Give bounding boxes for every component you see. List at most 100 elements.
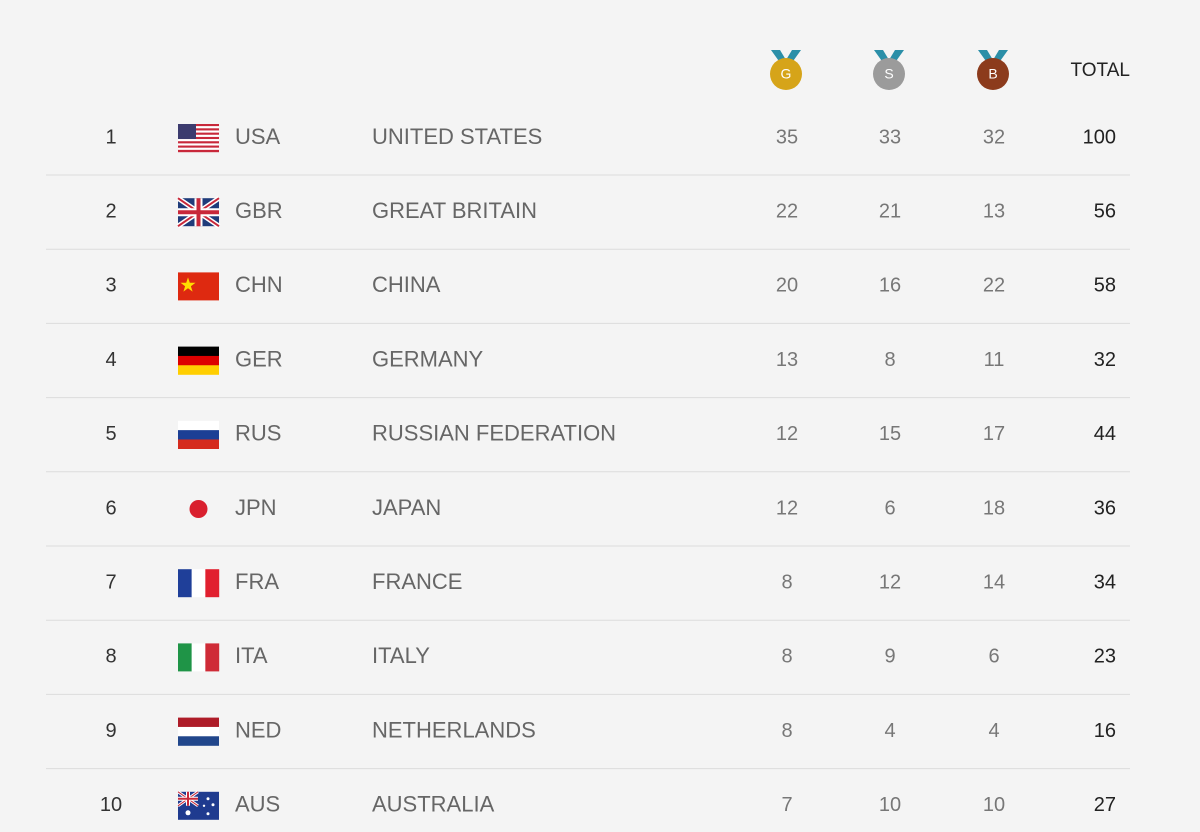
bg xyxy=(178,272,219,301)
country-name: AUSTRALIA xyxy=(372,792,495,817)
silver-count: 4 xyxy=(884,720,895,742)
silver-count: 8 xyxy=(884,349,895,371)
stripe xyxy=(178,346,219,357)
star xyxy=(180,277,196,292)
country-name: RUSSIAN FEDERATION xyxy=(372,421,616,446)
country-name: ITALY xyxy=(372,643,430,668)
country-code: CHN xyxy=(235,272,283,297)
silver-count: 15 xyxy=(879,423,901,445)
medal xyxy=(770,58,802,90)
flag xyxy=(177,790,219,820)
stripe xyxy=(178,439,219,449)
rank: 6 xyxy=(105,497,116,519)
table-row: 7 FRA FRANCE 8 12 14 34 xyxy=(46,569,1130,621)
total-count: 16 xyxy=(1094,720,1116,742)
stripe xyxy=(178,124,219,127)
stripe xyxy=(178,717,219,728)
country-code: GBR xyxy=(235,198,283,223)
gold-count: 20 xyxy=(776,275,798,297)
country-name: GREAT BRITAIN xyxy=(372,198,537,223)
total-count: 58 xyxy=(1094,275,1116,297)
country-code: FRA xyxy=(235,569,279,594)
stripe xyxy=(178,147,219,151)
table-row: 5 RUS RUSSIAN FEDERATION 12 15 17 44 xyxy=(46,420,1130,473)
sun xyxy=(189,500,208,518)
gold-count: 8 xyxy=(781,646,792,668)
stripe xyxy=(178,128,219,131)
country-name: CHINA xyxy=(372,272,441,297)
silver-count: 12 xyxy=(879,571,901,593)
medal-letter: G xyxy=(781,66,792,82)
table-row: 1 USA UNITED STATES 35 33 32 100 xyxy=(46,124,1130,176)
medal-icon: S xyxy=(873,50,905,90)
rank: 10 xyxy=(100,794,122,816)
silver-count: 16 xyxy=(879,275,901,297)
gold-count: 35 xyxy=(776,126,798,148)
total-count: 100 xyxy=(1083,126,1116,148)
stripe xyxy=(178,569,192,598)
total-count: 34 xyxy=(1094,571,1116,593)
bronze-count: 22 xyxy=(983,275,1005,297)
flag xyxy=(178,420,219,449)
stripe xyxy=(178,420,219,431)
country-code: JPN xyxy=(235,495,277,520)
total-count: 23 xyxy=(1094,646,1116,668)
country-name: FRANCE xyxy=(372,569,462,594)
country-code: AUS xyxy=(235,792,280,817)
silver-count: 10 xyxy=(879,794,901,816)
medal-letter: S xyxy=(884,66,893,82)
stripe xyxy=(178,430,219,440)
gold-count: 8 xyxy=(781,571,792,593)
country-name: JAPAN xyxy=(372,495,441,520)
medal xyxy=(977,58,1009,90)
flag xyxy=(178,569,220,598)
star xyxy=(206,812,210,816)
stripe xyxy=(178,130,219,133)
gold-count: 22 xyxy=(776,200,798,222)
total-count: 44 xyxy=(1094,423,1116,445)
table-row: 4 GER GERMANY 13 8 11 32 xyxy=(46,346,1130,399)
table-row: 9 NED NETHERLANDS 8 4 4 16 xyxy=(46,717,1130,770)
country-name: NETHERLANDS xyxy=(372,717,536,742)
table-row: 3 CHN CHINA 20 16 22 58 xyxy=(46,272,1130,324)
rank: 8 xyxy=(105,646,116,668)
stripe xyxy=(205,569,220,598)
bronze-count: 13 xyxy=(983,200,1005,222)
bronze-count: 17 xyxy=(983,423,1005,445)
bronze-count: 32 xyxy=(983,126,1005,148)
medal-icon: G xyxy=(770,50,802,90)
flag xyxy=(178,124,219,153)
gold-count: 8 xyxy=(781,720,792,742)
silver-count: 6 xyxy=(884,497,895,519)
bronze-count: 10 xyxy=(983,794,1005,816)
stripe xyxy=(178,149,219,153)
medal-icon: B xyxy=(977,50,1009,90)
star xyxy=(206,797,210,801)
canton xyxy=(178,124,196,139)
bronze-count: 6 xyxy=(988,646,999,668)
country-name: UNITED STATES xyxy=(372,124,542,149)
rank: 5 xyxy=(105,423,116,445)
gold-count: 12 xyxy=(776,497,798,519)
stripe xyxy=(178,134,219,138)
rank: 9 xyxy=(105,720,116,742)
silver-count: 33 xyxy=(879,126,901,148)
country-code: USA xyxy=(235,124,281,149)
stripe xyxy=(178,143,219,146)
gold-count: 13 xyxy=(776,349,798,371)
country-code: GER xyxy=(235,346,283,371)
stripe xyxy=(191,569,206,598)
gold-count: 7 xyxy=(781,794,792,816)
flag xyxy=(178,272,219,301)
rank: 7 xyxy=(105,571,116,593)
stripe xyxy=(178,736,219,746)
flag xyxy=(176,196,221,229)
star xyxy=(211,803,215,807)
stripe xyxy=(178,132,219,135)
bronze-count: 18 xyxy=(983,497,1005,519)
flag xyxy=(178,346,219,375)
medal xyxy=(873,58,905,90)
silver-count: 21 xyxy=(879,200,901,222)
star xyxy=(202,804,206,807)
stripe xyxy=(178,145,219,148)
